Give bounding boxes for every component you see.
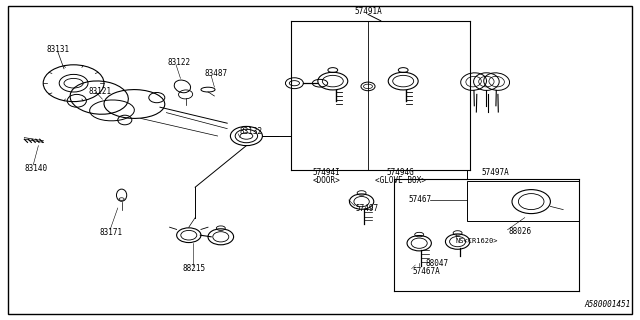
Text: 57491A: 57491A xyxy=(354,7,382,16)
Text: 88215: 88215 xyxy=(182,264,205,273)
Text: 57494G: 57494G xyxy=(386,168,414,177)
Text: 57494I: 57494I xyxy=(312,168,340,177)
Text: 57497A: 57497A xyxy=(481,168,509,177)
Text: <GLOVE BOX>: <GLOVE BOX> xyxy=(374,176,426,185)
Text: A580001451: A580001451 xyxy=(584,300,630,309)
Bar xyxy=(467,181,579,221)
Text: 57467: 57467 xyxy=(408,195,431,204)
Text: <DOOR>: <DOOR> xyxy=(312,176,340,185)
Text: 88026: 88026 xyxy=(509,228,532,236)
Text: 83121: 83121 xyxy=(88,87,111,96)
Text: 83140: 83140 xyxy=(24,164,47,172)
Text: 57497: 57497 xyxy=(355,204,378,212)
Text: 83487: 83487 xyxy=(205,69,228,78)
Text: 88047: 88047 xyxy=(426,259,449,268)
Text: NS<CR1620>: NS<CR1620> xyxy=(456,238,498,244)
Text: 83122: 83122 xyxy=(168,58,191,67)
Text: 83171: 83171 xyxy=(99,228,122,237)
Text: 83132: 83132 xyxy=(240,127,263,136)
Text: 83131: 83131 xyxy=(46,45,69,54)
Text: 57467A: 57467A xyxy=(413,267,440,276)
